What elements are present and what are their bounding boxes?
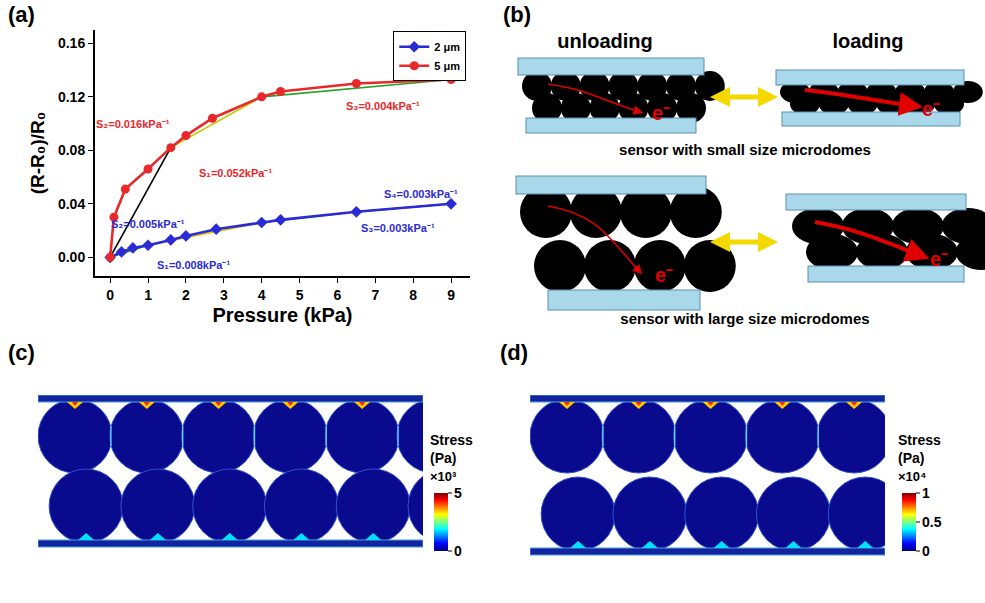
svg-text:(Pa): (Pa) — [430, 450, 456, 466]
svg-text:6: 6 — [334, 287, 342, 303]
svg-text:5 μm: 5 μm — [434, 60, 460, 72]
svg-text:8: 8 — [409, 287, 417, 303]
svg-text:0: 0 — [106, 287, 114, 303]
svg-text:×10³: ×10³ — [430, 469, 457, 484]
html-text:(d): (d) — [500, 340, 529, 365]
svg-text:0.5: 0.5 — [922, 514, 942, 530]
svg-text:S₂=0.005kPa⁻¹: S₂=0.005kPa⁻¹ — [111, 218, 185, 230]
svg-text:e⁻: e⁻ — [922, 98, 940, 120]
svg-text:3: 3 — [220, 287, 228, 303]
svg-text:0.08: 0.08 — [58, 142, 85, 158]
svg-text:2: 2 — [182, 287, 190, 303]
svg-text:0: 0 — [922, 543, 930, 559]
svg-text:0.16: 0.16 — [58, 35, 85, 51]
svg-text:e⁻: e⁻ — [930, 248, 948, 270]
html-text:(c): (c) — [8, 340, 35, 365]
svg-text:S₃=0.003kPa⁻¹: S₃=0.003kPa⁻¹ — [361, 222, 435, 234]
svg-text:7: 7 — [371, 287, 379, 303]
svg-text:×10⁴: ×10⁴ — [898, 469, 926, 484]
svg-text:5: 5 — [454, 485, 462, 501]
svg-text:(Pa): (Pa) — [898, 450, 924, 466]
svg-text:0.12: 0.12 — [58, 89, 85, 105]
svg-text:S₃=0.004kPa⁻¹: S₃=0.004kPa⁻¹ — [346, 100, 420, 112]
svg-text:e⁻: e⁻ — [652, 102, 670, 124]
svg-text:9: 9 — [447, 287, 455, 303]
svg-text:Stress: Stress — [430, 432, 473, 448]
svg-text:5: 5 — [296, 287, 304, 303]
svg-text:0.00: 0.00 — [58, 249, 85, 265]
svg-text:(R-R₀)/R₀: (R-R₀)/R₀ — [27, 112, 48, 195]
svg-text:Stress: Stress — [898, 432, 941, 448]
svg-text:S₁=0.052kPa⁻¹: S₁=0.052kPa⁻¹ — [199, 167, 272, 179]
svg-text:4: 4 — [258, 287, 266, 303]
svg-text:S₄=0.003kPa⁻¹: S₄=0.003kPa⁻¹ — [384, 188, 458, 200]
svg-text:e⁻: e⁻ — [655, 264, 673, 286]
svg-text:sensor with small size microdo: sensor with small size microdomes — [619, 141, 871, 158]
svg-text:sensor with large size microdo: sensor with large size microdomes — [620, 310, 869, 327]
svg-text:S₂=0.016kPa⁻¹: S₂=0.016kPa⁻¹ — [96, 118, 170, 130]
html-text:(b): (b) — [503, 2, 532, 27]
svg-text:1: 1 — [144, 287, 152, 303]
svg-text:1: 1 — [922, 485, 930, 501]
svg-text:2 μm: 2 μm — [434, 41, 460, 53]
html-text:(a): (a) — [8, 2, 35, 27]
svg-text:unloading: unloading — [557, 30, 653, 52]
svg-text:Pressure (kPa): Pressure (kPa) — [212, 304, 352, 326]
svg-text:loading: loading — [832, 30, 903, 52]
svg-text:0: 0 — [454, 543, 462, 559]
svg-text:0.04: 0.04 — [58, 196, 85, 212]
svg-text:S₁=0.008kPa⁻¹: S₁=0.008kPa⁻¹ — [157, 259, 230, 271]
